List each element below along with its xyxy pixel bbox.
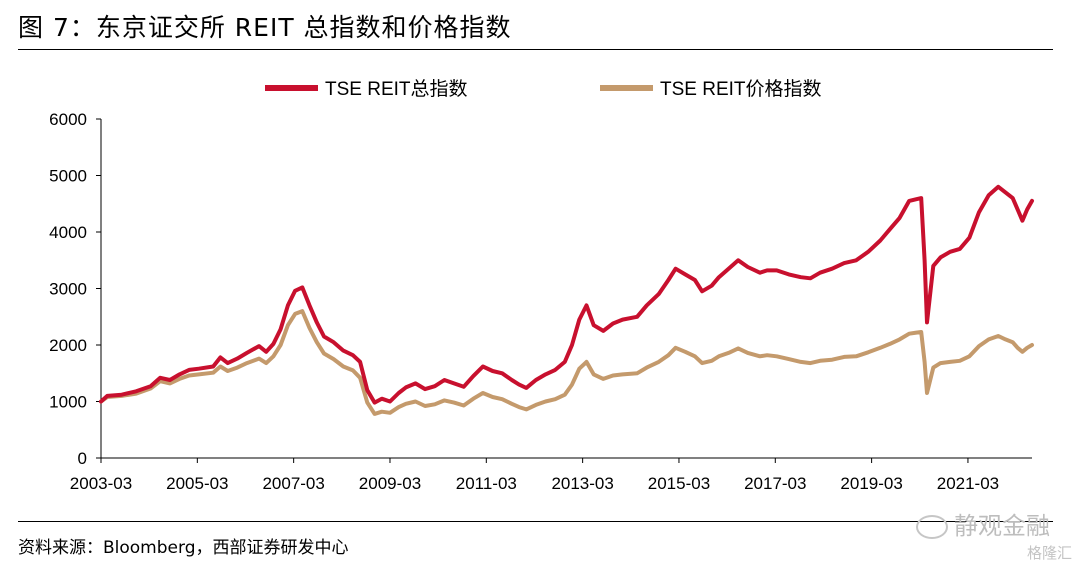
x-tick-label: 2019-03 — [840, 474, 902, 493]
title-divider — [18, 49, 1053, 50]
x-tick-label: 2017-03 — [744, 474, 806, 493]
y-tick-label: 1000 — [49, 393, 87, 412]
series-line-total — [99, 184, 1034, 405]
wechat-icon — [916, 515, 948, 539]
chart-series — [99, 184, 1034, 416]
y-tick-label: 3000 — [49, 280, 87, 299]
x-tick-label: 2005-03 — [166, 474, 228, 493]
watermark: 静观金融 — [916, 506, 1050, 541]
watermark-text: 静观金融 — [954, 512, 1050, 540]
series-line-price — [99, 309, 1034, 416]
line-chart: TSE REIT总指数 TSE REIT价格指数 0 1000 2000 3000 40… — [49, 78, 1034, 493]
y-tick-label: 6000 — [49, 110, 87, 129]
page-title: 图 7：东京证交所 REIT 总指数和价格指数 — [18, 13, 512, 42]
x-tick-label: 2009-03 — [359, 474, 421, 493]
legend-label-total: TSE REIT总指数 — [325, 78, 468, 100]
y-tick-label: 5000 — [49, 167, 87, 186]
chart-axes: 0 1000 2000 3000 4000 5000 6000 2003-03 2005-03 2… — [49, 110, 1032, 493]
x-tick-label: 2011-03 — [456, 474, 517, 493]
x-tick-label: 2021-03 — [937, 474, 999, 493]
watermark-secondary: 格隆汇 — [1026, 544, 1072, 562]
footer-divider — [18, 521, 1053, 522]
x-tick-label: 2007-03 — [262, 474, 324, 493]
y-tick-label: 4000 — [49, 223, 87, 242]
chart-legend: TSE REIT总指数 TSE REIT价格指数 — [265, 78, 822, 100]
y-tick-label: 0 — [78, 449, 87, 468]
x-tick-label: 2003-03 — [70, 474, 132, 493]
source-note: 资料来源：Bloomberg，西部证券研发中心 — [18, 538, 349, 558]
legend-label-price: TSE REIT价格指数 — [660, 78, 822, 100]
y-tick-label: 2000 — [49, 336, 87, 355]
x-tick-label: 2013-03 — [551, 474, 613, 493]
x-tick-label: 2015-03 — [648, 474, 710, 493]
